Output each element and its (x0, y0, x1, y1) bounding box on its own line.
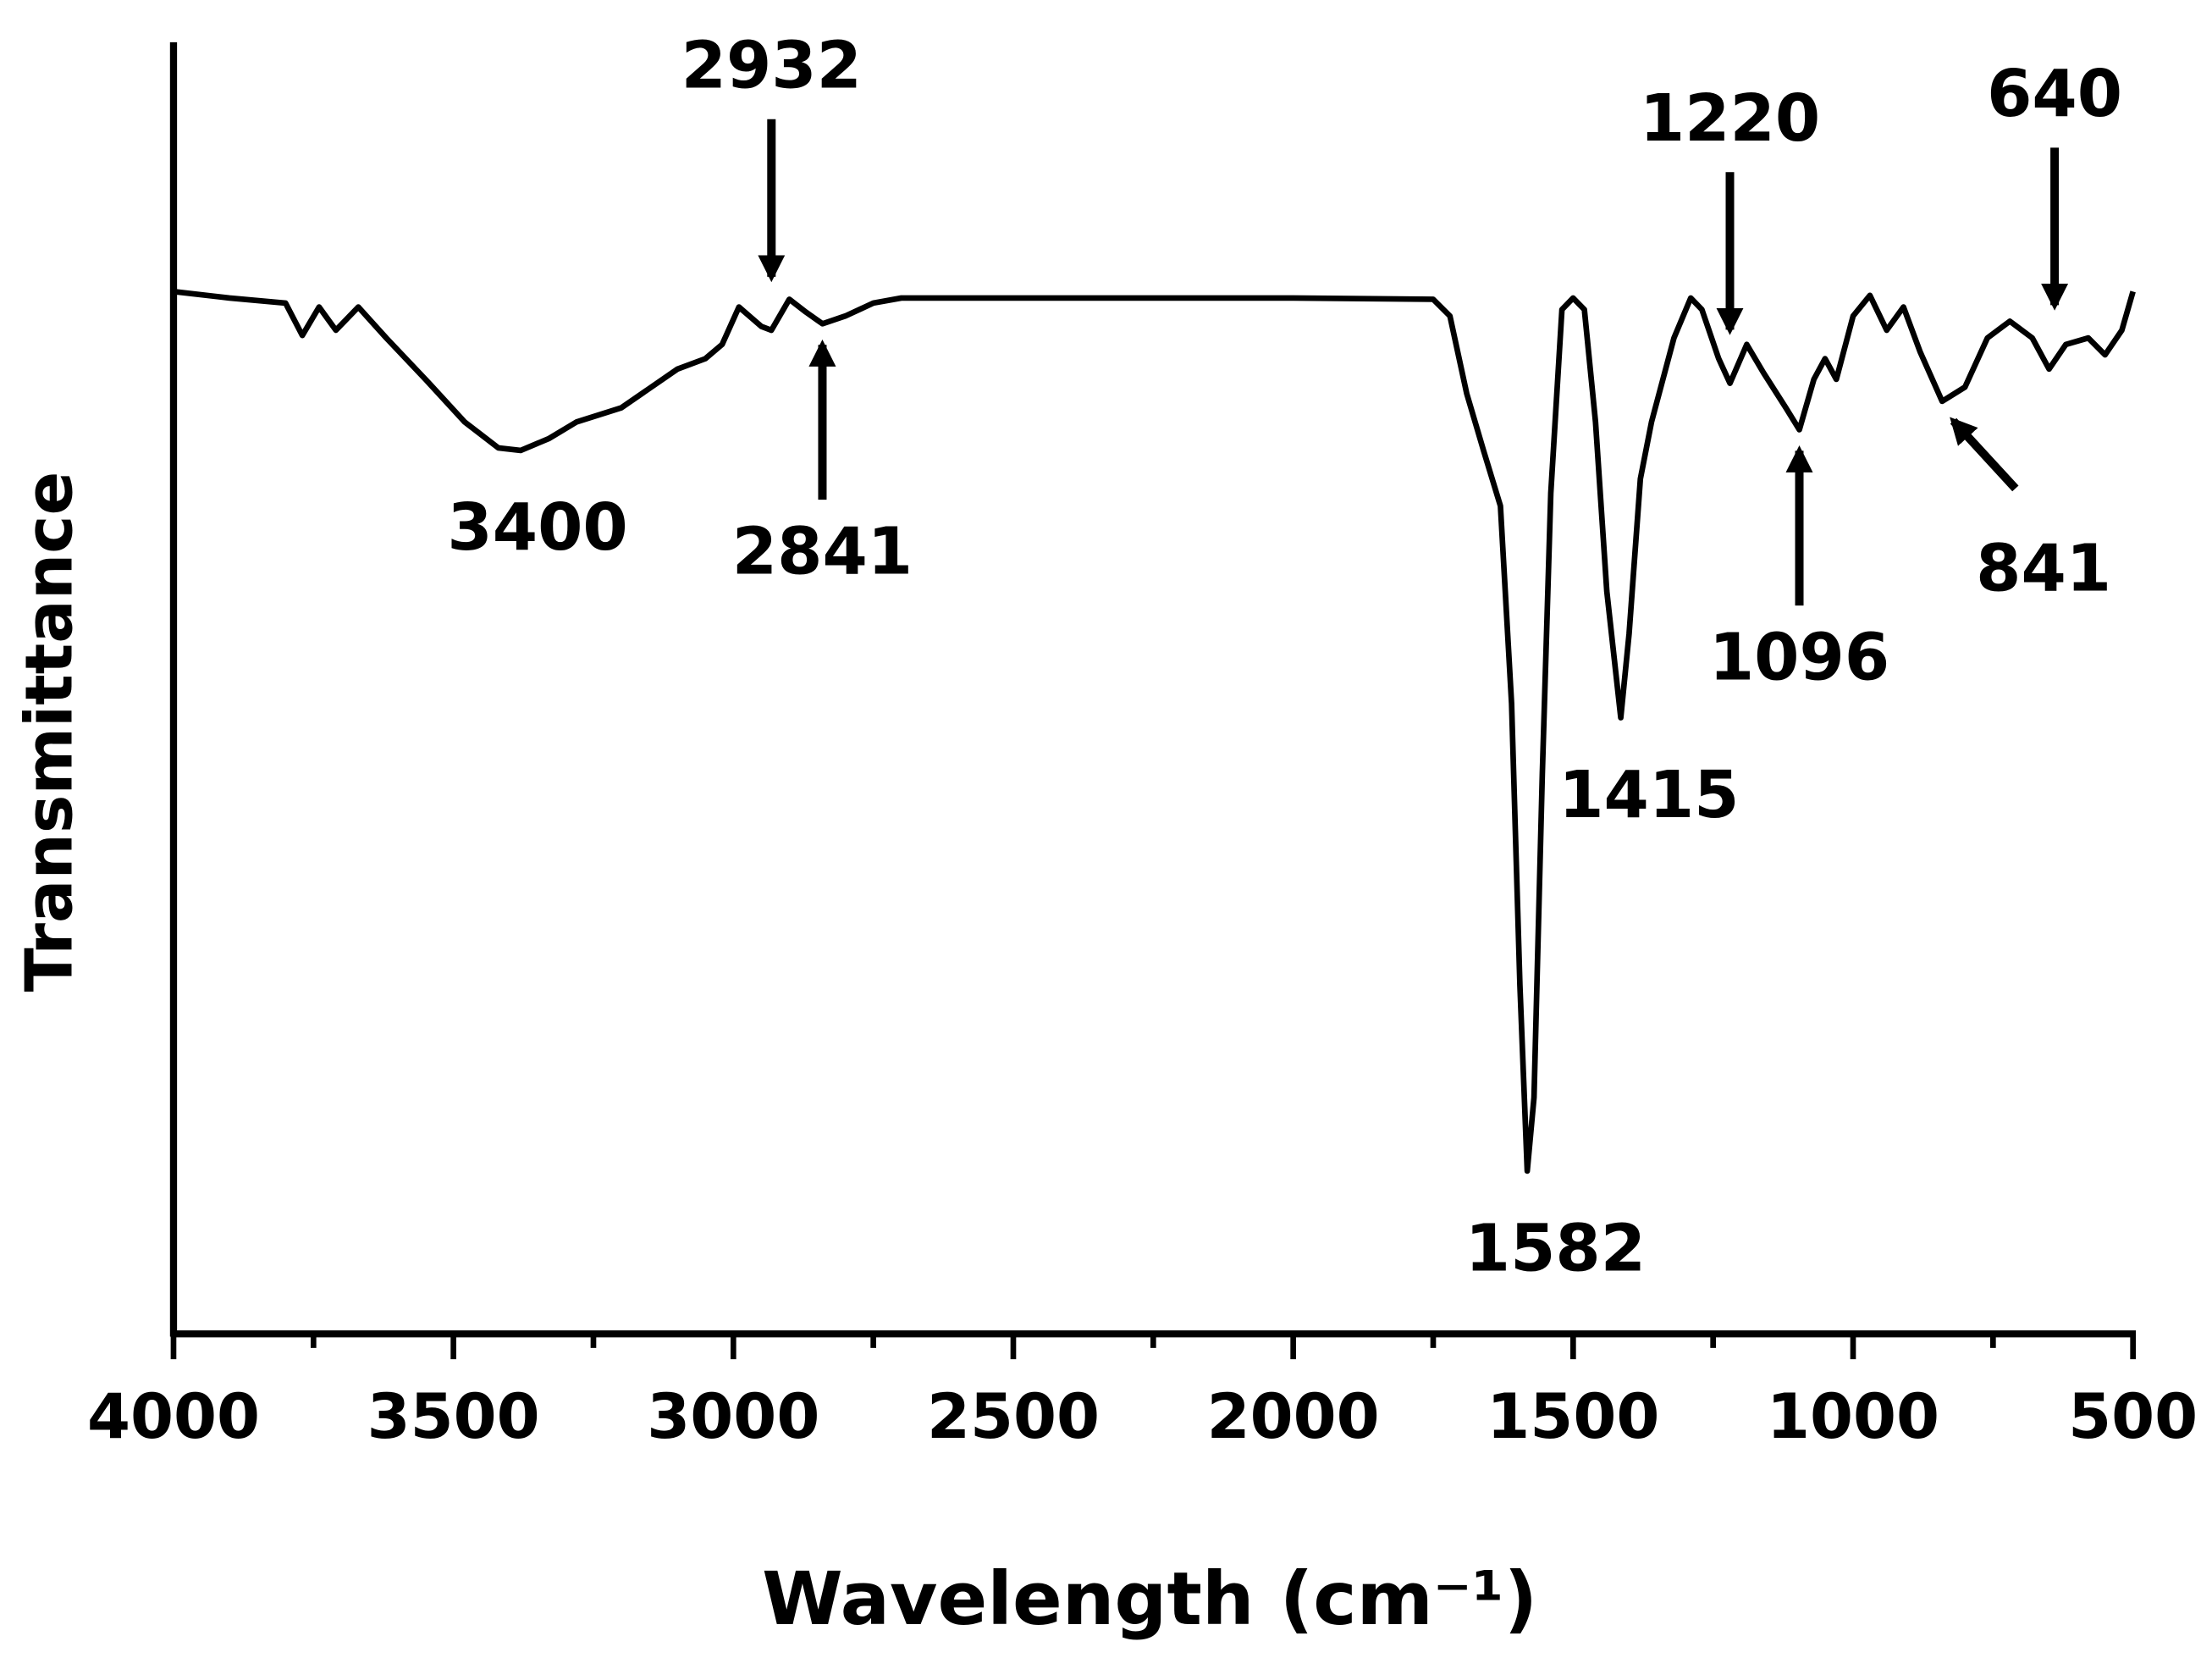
x-tick-label: 1000 (1767, 1381, 1939, 1453)
annotation-label: 2932 (681, 29, 862, 104)
x-tick-label: 2500 (927, 1381, 1100, 1453)
x-tick-label: 2000 (1207, 1381, 1380, 1453)
x-tick-label: 3500 (367, 1381, 540, 1453)
annotation-label: 1220 (1640, 81, 1820, 157)
x-tick-label: 500 (2068, 1381, 2198, 1453)
annotation-label: 1415 (1558, 758, 1739, 833)
spectrum-line (173, 288, 2136, 1174)
annotation-label: 841 (1976, 532, 2111, 607)
annotation-label: 640 (1987, 57, 2122, 132)
annotation-label: 1582 (1465, 1211, 1646, 1286)
x-tick-label: 3000 (647, 1381, 819, 1453)
annotation-arrow (1950, 417, 2019, 492)
annotation-label: 1096 (1709, 621, 1889, 696)
x-tick-label: 1500 (1487, 1381, 1659, 1453)
annotation-label: 2841 (732, 515, 913, 590)
x-axis-label: Wavelength (cm⁻¹) (762, 1557, 1537, 1642)
annotation-label: 3400 (447, 490, 627, 566)
x-tick-label: 4000 (87, 1381, 260, 1453)
y-axis-label: Transmittance (12, 472, 87, 992)
